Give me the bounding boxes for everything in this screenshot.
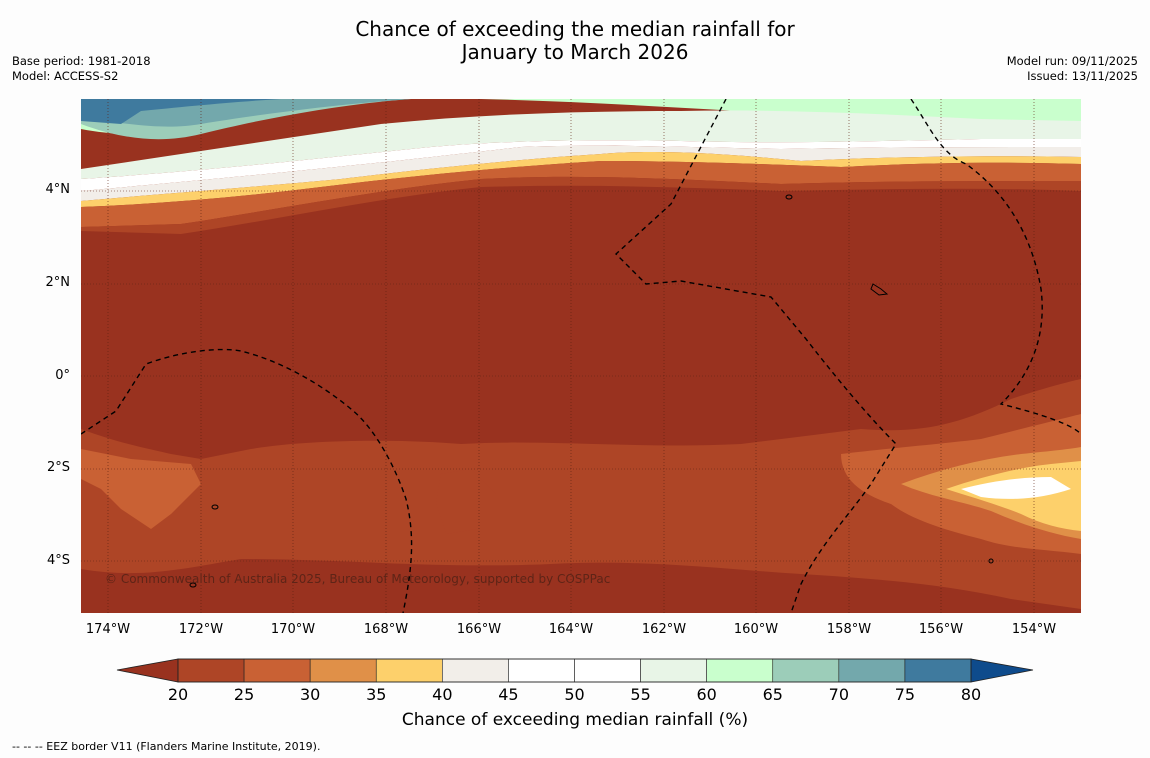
colorbar-tick-label: 50 [564, 685, 584, 704]
colorbar-tick-label: 35 [366, 685, 386, 704]
lon-label-174w: 174°W [85, 622, 131, 637]
lat-label-2n: 2°N [45, 275, 71, 290]
lat-label-2s: 2°S [46, 460, 70, 475]
band-40-45 [81, 145, 1081, 201]
colorbar-label: Chance of exceeding median rainfall (%) [401, 710, 749, 730]
colorbar-cell [574, 658, 641, 683]
colorbar-cell [177, 658, 245, 683]
model-run: Model run: 09/11/2025 [1006, 54, 1138, 68]
band-60-65 [81, 99, 1081, 135]
colorbar-cell [838, 658, 906, 683]
lon-label-164w: 164°W [548, 622, 594, 637]
band-75-80 [81, 99, 281, 124]
lon-label-160w: 160°W [733, 622, 779, 637]
copyright-notice: © Commonwealth of Australia 2025, Bureau… [105, 572, 611, 586]
lon-label-158w: 158°W [826, 622, 872, 637]
eez-borders [81, 99, 1081, 613]
base-period: Base period: 1981-2018 [12, 54, 151, 68]
lon-label-166w: 166°W [456, 622, 502, 637]
colorbar-cell [508, 658, 575, 683]
run-info: Model run: 09/11/2025 Issued: 13/11/2025 [1007, 54, 1138, 84]
colorbar-cell [243, 658, 311, 683]
colorbar-tick-label: 75 [895, 685, 915, 704]
rainfall-map [81, 99, 1081, 613]
eez-legend-note: -- -- -- EEZ border V11 (Flanders Marine… [12, 740, 321, 753]
lon-label-172w: 172°W [178, 622, 224, 637]
lon-label-156w: 156°W [918, 622, 964, 637]
colorbar-tick-label: 20 [168, 685, 188, 704]
issued-date: Issued: 13/11/2025 [1027, 69, 1138, 83]
model-info: Base period: 1981-2018 Model: ACCESS-S2 [12, 54, 151, 84]
colorbar-tick-label: 70 [829, 685, 849, 704]
lon-label-168w: 168°W [363, 622, 409, 637]
colorbar-tick-label: 25 [234, 685, 254, 704]
south-base-strip [81, 559, 1081, 613]
colorbar-cells [177, 658, 972, 683]
lon-label-170w: 170°W [270, 622, 316, 637]
lat-label-0: 0° [55, 368, 70, 383]
lat-label-4s: 4°S [46, 553, 70, 568]
colorbar-over-arrow [970, 658, 1034, 683]
lon-label-162w: 162°W [641, 622, 687, 637]
band-55-60 [81, 110, 1081, 179]
south-patch-mid [436, 469, 496, 534]
colorbar-under-arrow [116, 658, 179, 683]
colorbar-cell [375, 658, 443, 683]
islands [189, 194, 994, 588]
title-line-2: January to March 2026 [461, 40, 689, 64]
colorbar-tick-label: 60 [696, 685, 716, 704]
colorbar-cell [442, 658, 509, 683]
colorbar-tick-label: 80 [961, 685, 981, 704]
south-band-20-25 [81, 379, 1081, 613]
colorbar-ticks: 20 25 30 35 40 45 50 55 60 65 70 75 80 [168, 685, 981, 704]
colorbar-cell [706, 658, 774, 683]
colorbar: 20 25 30 35 40 45 50 55 60 65 70 75 80 [116, 658, 1034, 704]
band-35-40 [81, 151, 1081, 207]
colorbar-tick-label: 30 [300, 685, 320, 704]
band-25-35 [81, 161, 1081, 227]
colorbar-cell [309, 658, 377, 683]
colorbar-frame [177, 658, 972, 683]
title-line-1: Chance of exceeding the median rainfall … [355, 17, 795, 41]
colorbar-tick-label: 40 [432, 685, 452, 704]
colorbar-tick-label: 45 [498, 685, 518, 704]
band-45-55 [81, 139, 1081, 191]
model-name: Model: ACCESS-S2 [12, 69, 119, 83]
colorbar-cell [640, 658, 707, 683]
map-title: Chance of exceeding the median rainfall … [0, 18, 1150, 64]
lon-label-154w: 154°W [1011, 622, 1057, 637]
colorbar-cell [772, 658, 840, 683]
map-canvas [81, 99, 1081, 613]
lat-label-4n: 4°N [45, 182, 71, 197]
colorbar-tick-label: 55 [630, 685, 650, 704]
south-patch-45-50 [961, 477, 1071, 499]
colorbar-cell [904, 658, 972, 683]
band-20-25 [81, 176, 1081, 234]
colorbar-tick-label: 65 [763, 685, 783, 704]
